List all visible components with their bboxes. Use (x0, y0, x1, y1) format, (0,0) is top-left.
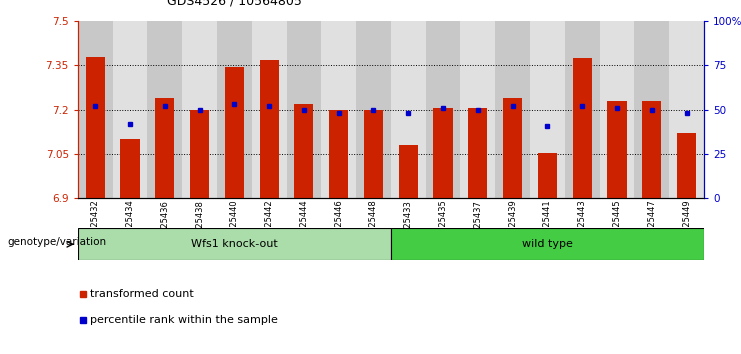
Bar (287, 21, 322, 198)
Bar (121, 139, 139, 198)
Bar (113, 21, 147, 198)
Bar (364, 110, 383, 198)
Bar (78, 21, 113, 198)
Bar (356, 21, 391, 198)
Bar (322, 21, 356, 198)
Bar (182, 21, 217, 198)
Bar (565, 21, 599, 198)
Bar (530, 21, 565, 198)
Bar (433, 108, 453, 198)
Bar (642, 101, 661, 198)
Bar (599, 21, 634, 198)
Text: transformed count: transformed count (90, 289, 194, 299)
Bar (391, 228, 704, 260)
Bar (677, 133, 696, 198)
Bar (634, 21, 669, 198)
Bar (190, 110, 209, 198)
Text: percentile rank within the sample: percentile rank within the sample (90, 315, 278, 325)
Bar (495, 21, 530, 198)
Bar (225, 67, 244, 198)
Text: wild type: wild type (522, 239, 573, 249)
Bar (78, 228, 391, 260)
Bar (608, 101, 627, 198)
Bar (155, 98, 174, 198)
Bar (259, 59, 279, 198)
Bar (468, 108, 488, 198)
Bar (573, 58, 592, 198)
Bar (391, 21, 425, 198)
Text: Wfs1 knock-out: Wfs1 knock-out (191, 239, 278, 249)
Bar (399, 145, 418, 198)
Bar (425, 21, 460, 198)
Bar (503, 98, 522, 198)
Bar (538, 153, 557, 198)
Bar (294, 104, 313, 198)
Text: GDS4526 / 10564805: GDS4526 / 10564805 (167, 0, 302, 7)
Bar (329, 110, 348, 198)
Bar (460, 21, 495, 198)
Text: genotype/variation: genotype/variation (7, 238, 107, 247)
Bar (217, 21, 252, 198)
Bar (147, 21, 182, 198)
Bar (86, 57, 104, 198)
Bar (252, 21, 287, 198)
Bar (669, 21, 704, 198)
